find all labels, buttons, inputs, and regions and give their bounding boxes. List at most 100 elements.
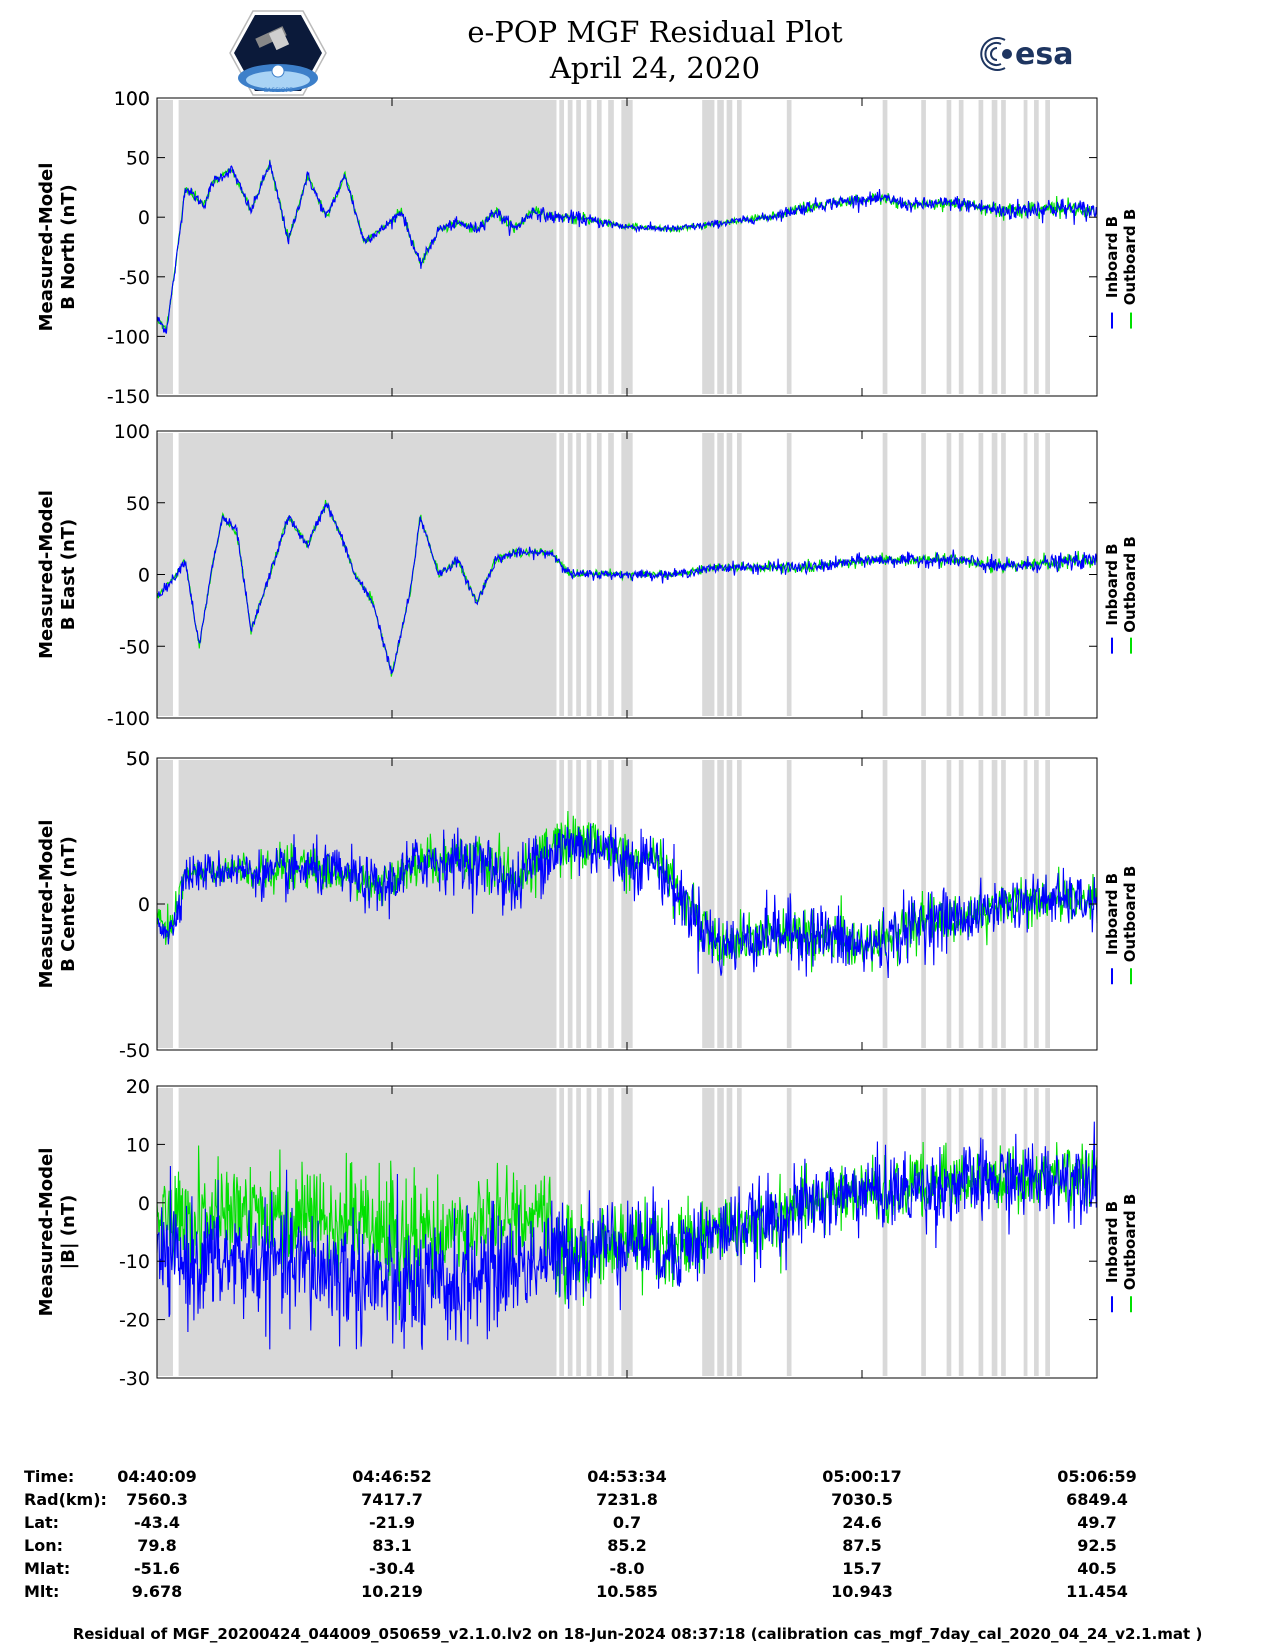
y-tick-label: 100 bbox=[114, 421, 150, 443]
shaded-interval bbox=[958, 100, 964, 394]
shaded-interval bbox=[1034, 433, 1039, 716]
series-outboard-line bbox=[156, 1141, 1098, 1321]
shaded-interval bbox=[178, 760, 557, 1048]
info-cell: 10.585 bbox=[596, 1582, 658, 1601]
y-axis-label: Measured-ModelB Center (nT) bbox=[36, 820, 79, 989]
shaded-interval bbox=[978, 433, 984, 716]
orbit-info-table: Time: Rad(km): Lat: Lon: Mlat: Mlt: 04:40:09 75… bbox=[0, 1467, 1275, 1627]
chart-title: e-POP MGF Residual Plot April 24, 2020 bbox=[0, 14, 1275, 86]
shaded-interval bbox=[1045, 1088, 1050, 1376]
svg-text:esa: esa bbox=[1015, 37, 1073, 72]
y-axis-label: Measured-ModelB East (nT) bbox=[36, 490, 79, 659]
info-cell: -30.4 bbox=[368, 1559, 416, 1578]
shaded-interval bbox=[702, 433, 715, 716]
info-row-label: Lon: bbox=[24, 1536, 63, 1555]
shaded-interval bbox=[178, 100, 557, 394]
title-line-2: April 24, 2020 bbox=[549, 51, 761, 85]
info-row-label: Lat: bbox=[24, 1513, 60, 1532]
y-axis-label-line: |B| (nT) bbox=[58, 1195, 79, 1270]
y-tick-label: -50 bbox=[119, 1040, 150, 1062]
shaded-interval bbox=[786, 760, 792, 1048]
shaded-interval bbox=[736, 1088, 742, 1376]
legend-inboard-label: Inboard B bbox=[1103, 543, 1121, 625]
y-axis-label: Measured-ModelB North (nT) bbox=[36, 163, 79, 332]
y-axis-label-line: B East (nT) bbox=[58, 519, 79, 631]
info-cell: 04:40:09 bbox=[117, 1467, 197, 1486]
shaded-interval bbox=[991, 1088, 998, 1376]
shaded-interval bbox=[586, 1088, 592, 1376]
shaded-interval bbox=[736, 760, 742, 1048]
shaded-interval bbox=[882, 1088, 888, 1376]
info-cell: 05:06:59 bbox=[1057, 1467, 1137, 1486]
y-tick-label: -50 bbox=[119, 267, 150, 289]
y-tick-label: 0 bbox=[138, 207, 150, 229]
shaded-interval bbox=[991, 433, 998, 716]
y-tick-label: 0 bbox=[138, 565, 150, 587]
shaded-interval bbox=[1001, 1088, 1006, 1376]
shaded-interval bbox=[921, 100, 926, 394]
info-cell: 05:00:17 bbox=[822, 1467, 902, 1486]
info-cell: -21.9 bbox=[368, 1513, 416, 1532]
y-axis-label-line: Measured-Model bbox=[36, 163, 57, 332]
shaded-interval bbox=[978, 1088, 984, 1376]
shaded-interval bbox=[726, 433, 733, 716]
shaded-interval bbox=[702, 760, 715, 1048]
y-axis-label-line: Measured-Model bbox=[36, 490, 57, 659]
info-cell: 7417.7 bbox=[361, 1490, 423, 1509]
shaded-interval bbox=[726, 760, 733, 1048]
info-row-label: Mlt: bbox=[24, 1582, 60, 1601]
info-cell: 04:46:52 bbox=[352, 1467, 432, 1486]
shaded-interval bbox=[596, 100, 602, 394]
shaded-interval bbox=[717, 433, 724, 716]
shaded-interval bbox=[1034, 100, 1039, 394]
shaded-interval bbox=[958, 760, 964, 1048]
legend-outboard-label: Outboard B bbox=[1121, 536, 1139, 633]
legend-inboard-label: Inboard B bbox=[1103, 216, 1121, 298]
cassiope-logo: CASSIOPE bbox=[229, 10, 327, 96]
info-cell: 15.7 bbox=[842, 1559, 882, 1578]
y-tick-label: 50 bbox=[126, 748, 150, 770]
shaded-interval bbox=[1023, 760, 1028, 1048]
shaded-interval bbox=[882, 100, 888, 394]
shaded-interval bbox=[586, 760, 592, 1048]
shaded-interval bbox=[702, 100, 715, 394]
y-axis-label-line: B North (nT) bbox=[58, 184, 79, 310]
legend-outboard-label: Outboard B bbox=[1121, 866, 1139, 963]
shaded-interval bbox=[882, 760, 888, 1048]
info-cell: 10.219 bbox=[361, 1582, 423, 1601]
shaded-interval bbox=[736, 100, 742, 394]
info-cell: 9.678 bbox=[131, 1582, 183, 1601]
info-cell: 11.454 bbox=[1066, 1582, 1128, 1601]
series-inboard-line bbox=[156, 823, 1098, 979]
shaded-interval bbox=[946, 433, 952, 716]
series-inboard-line bbox=[156, 502, 1098, 675]
info-cell: 92.5 bbox=[1077, 1536, 1117, 1555]
shaded-interval bbox=[786, 100, 792, 394]
shaded-interval bbox=[157, 100, 173, 394]
info-row-label: Mlat: bbox=[24, 1559, 71, 1578]
info-cell: -8.0 bbox=[609, 1559, 645, 1578]
shaded-interval bbox=[946, 1088, 952, 1376]
shaded-interval bbox=[958, 433, 964, 716]
info-cell: 87.5 bbox=[842, 1536, 882, 1555]
shaded-interval bbox=[559, 100, 565, 394]
footer-caption: Residual of MGF_20200424_044009_050659_v… bbox=[72, 1625, 1203, 1643]
shaded-interval bbox=[621, 100, 633, 394]
shaded-interval bbox=[991, 100, 998, 394]
shaded-interval bbox=[921, 760, 926, 1048]
y-tick-label: -100 bbox=[107, 326, 150, 348]
esa-logo: esa bbox=[980, 37, 1073, 72]
shaded-interval bbox=[882, 433, 888, 716]
info-row-label: Time: bbox=[24, 1467, 75, 1486]
shaded-interval bbox=[567, 100, 573, 394]
series-inboard-line bbox=[156, 1121, 1098, 1350]
info-cell: -51.6 bbox=[133, 1559, 181, 1578]
info-cell: 85.2 bbox=[607, 1536, 647, 1555]
shaded-interval bbox=[1001, 433, 1006, 716]
shaded-interval bbox=[576, 1088, 581, 1376]
info-cell: -43.4 bbox=[133, 1513, 181, 1532]
y-tick-label: -50 bbox=[119, 636, 150, 658]
